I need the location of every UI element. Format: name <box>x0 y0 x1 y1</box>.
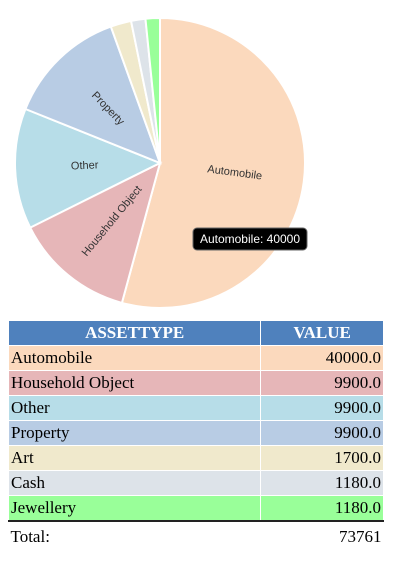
type-cell: Other <box>7 395 262 421</box>
table-row: Art 1700.0 <box>7 445 384 471</box>
type-cell: Property <box>7 420 262 446</box>
pie-slice <box>28 161 162 305</box>
tooltip: Automobile: 40000 <box>192 227 308 251</box>
type-cell: Art <box>7 445 262 471</box>
table-row: Other 9900.0 <box>7 395 384 421</box>
value-cell: 40000.0 <box>260 345 384 371</box>
value-cell: 9900.0 <box>260 395 384 421</box>
type-cell: Automobile <box>7 345 262 371</box>
total-row: Total: 73761 <box>8 520 384 552</box>
value-cell: 1700.0 <box>260 445 384 471</box>
slice-label: Other <box>71 159 99 172</box>
tooltip-box <box>192 227 308 251</box>
value-cell: 1180.0 <box>260 495 384 522</box>
value-cell: 9900.0 <box>260 370 384 396</box>
table-row: Automobile 40000.0 <box>7 345 384 371</box>
header-cell: ASSETTYPE <box>7 320 262 346</box>
table-row: Cash 1180.0 <box>7 470 384 496</box>
tooltip-text: Automobile: 40000 <box>200 232 300 246</box>
total-label: Total: <box>8 520 261 552</box>
type-cell: Jewellery <box>7 495 262 522</box>
value-cell: 9900.0 <box>260 420 384 446</box>
type-cell: Cash <box>7 470 262 496</box>
value-cell: 1180.0 <box>260 470 384 496</box>
table-row: Household Object 9900.0 <box>7 370 384 396</box>
pie-slice <box>14 107 163 229</box>
header-row: ASSETTYPE VALUE <box>7 320 384 346</box>
total-value: 73761 <box>260 520 384 552</box>
pie-slice <box>24 25 162 165</box>
pie-slice <box>144 16 161 164</box>
table-row: Jewellery 1180.0 <box>7 495 384 522</box>
asset-table: ASSETTYPE VALUE Automobile 40000.0 Household… <box>7 320 384 552</box>
header-cell: VALUE <box>260 320 384 346</box>
type-cell: Household Object <box>7 370 262 396</box>
table-row: Property 9900.0 <box>7 420 384 446</box>
